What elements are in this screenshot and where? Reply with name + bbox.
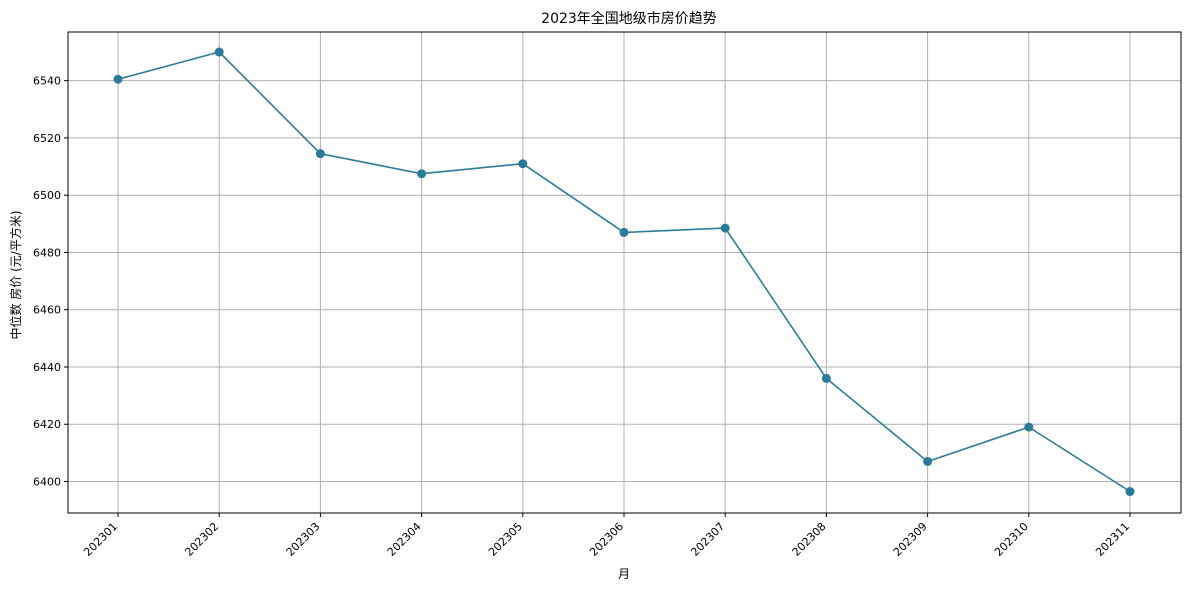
x-tick-label: 202304 [385,520,424,559]
y-tick-label: 6480 [33,246,61,259]
data-point [1125,487,1135,497]
y-tick-label: 6440 [33,361,61,374]
data-point [821,373,831,383]
y-tick-label: 6500 [33,189,61,202]
data-point [619,227,629,237]
x-tick-label: 202306 [587,520,626,559]
chart-title: 2023年全国地级市房价趋势 [541,10,717,27]
y-tick-label: 6460 [33,304,61,317]
x-tick-label: 202305 [486,520,525,559]
data-point [923,456,933,466]
x-tick-label: 202303 [284,520,323,559]
y-tick-label: 6520 [33,132,61,145]
axis-ticks: 202301 202302 202303 202304 202305 202306 2023… [33,75,1132,559]
x-tick-label: 202309 [891,520,930,559]
data-point [417,169,427,179]
data-point [720,223,730,233]
series-layer [113,47,1135,497]
y-tick-label: 6400 [33,476,61,489]
x-tick-label: 202301 [81,520,120,559]
y-tick-label: 6420 [33,418,61,431]
data-point [1024,422,1034,432]
y-tick-label: 6540 [33,75,61,88]
data-point [518,159,528,169]
y-axis-label: 中位数 房价 (元/平方米) [8,210,23,339]
x-tick-label: 202308 [790,520,829,559]
x-tick-label: 202307 [688,520,727,559]
data-point [315,149,325,159]
x-tick-label: 202310 [992,520,1031,559]
x-axis-label: 月 [618,567,630,581]
x-tick-label: 202311 [1093,520,1132,559]
data-point [113,74,123,84]
data-point [214,47,224,57]
x-tick-label: 202302 [182,520,221,559]
grid-lines [68,32,1181,513]
